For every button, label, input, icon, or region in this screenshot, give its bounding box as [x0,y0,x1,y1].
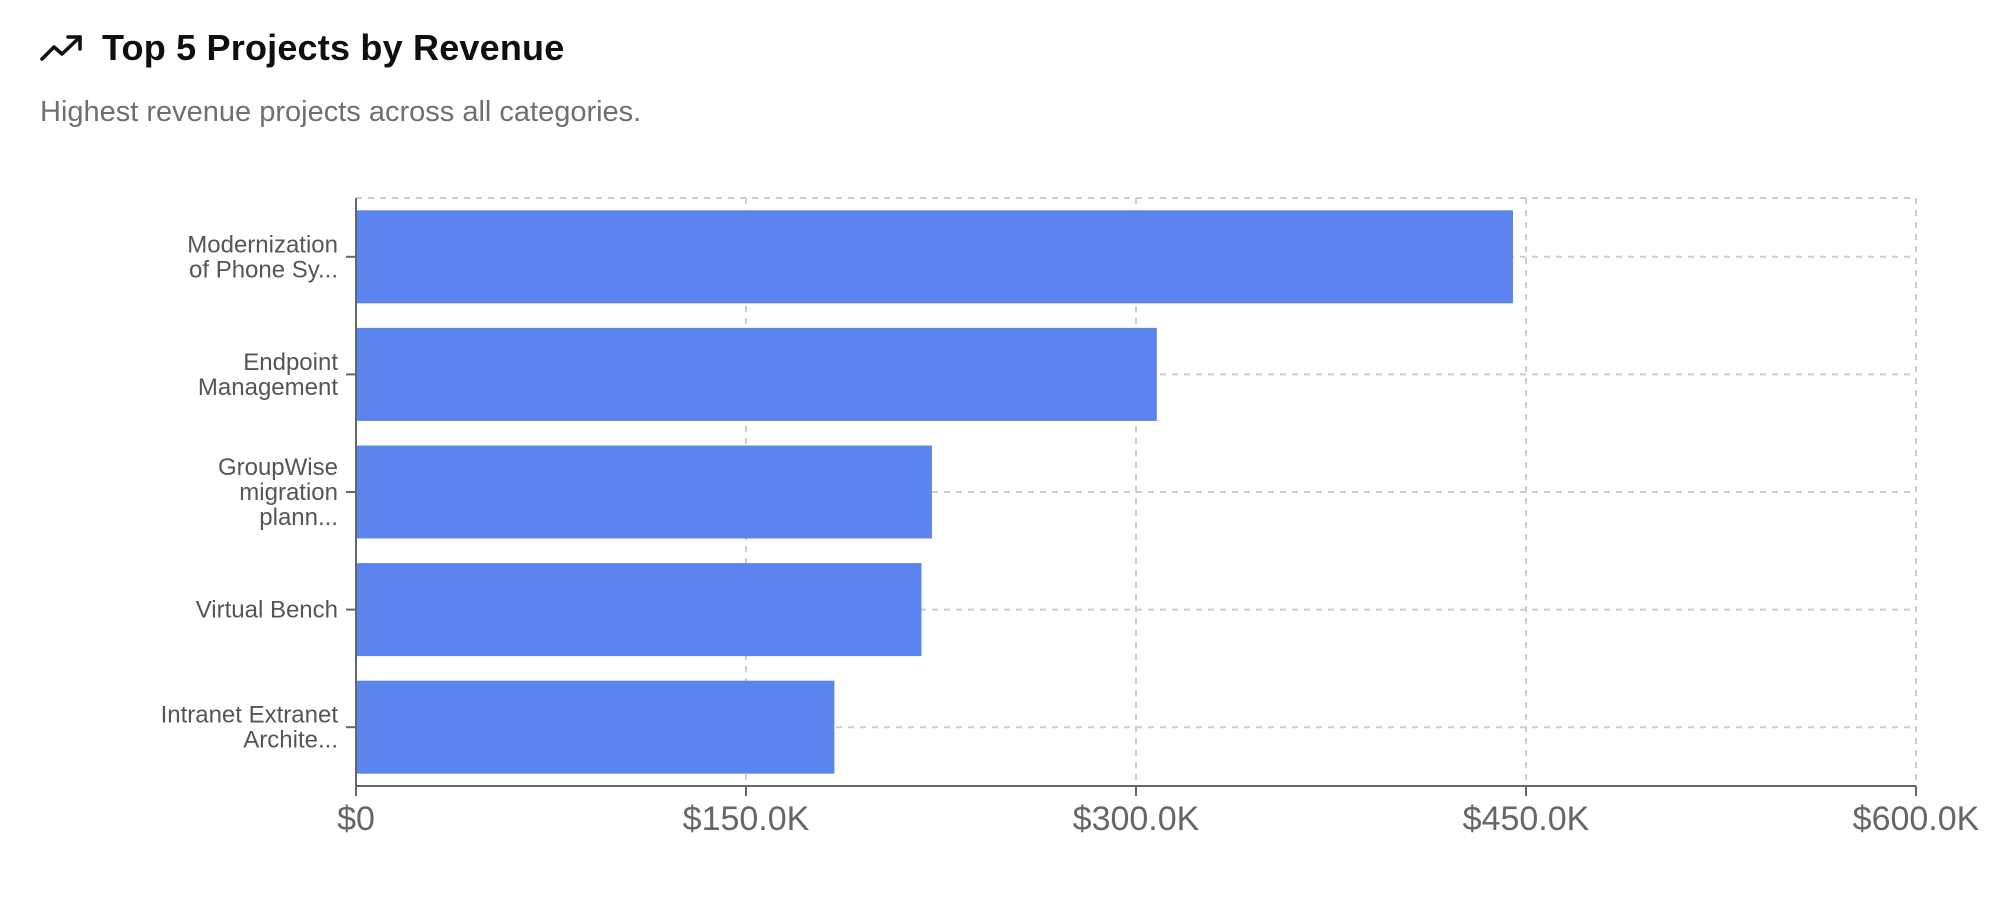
y-tick-label: migration [239,479,338,506]
y-tick-label: Endpoint [243,349,338,376]
x-tick-label: $300.0K [1073,800,1200,838]
x-tick-label: $0 [337,800,375,838]
y-tick-label: Modernization [187,231,338,258]
x-tick-label: $450.0K [1463,800,1590,838]
y-tick-label: GroupWise [218,454,338,481]
y-tick-label: Management [198,374,338,401]
trending-up-icon [40,33,84,63]
y-tick-label: Virtual Bench [196,597,338,624]
x-tick-label: $150.0K [683,800,810,838]
chart-title: Top 5 Projects by Revenue [102,27,565,68]
y-tick-label: Intranet Extranet [161,702,339,729]
y-tick-label: Archite... [243,727,338,754]
bar [356,327,1157,421]
y-tick-label: plann... [259,504,338,531]
bar [356,210,1513,304]
bar [356,445,932,539]
chart-header: Top 5 Projects by Revenue [40,30,564,66]
y-tick-label: of Phone Sy... [189,256,338,283]
bar [356,680,835,774]
bar [356,563,922,657]
chart-subtitle: Highest revenue projects across all cate… [40,96,642,128]
x-tick-label: $600.0K [1853,800,1980,838]
